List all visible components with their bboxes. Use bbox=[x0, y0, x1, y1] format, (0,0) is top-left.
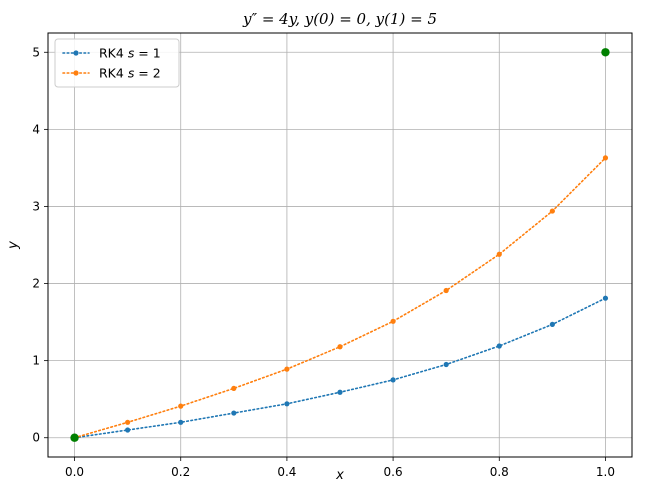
data-point bbox=[125, 427, 131, 433]
data-point bbox=[390, 318, 396, 324]
data-point bbox=[390, 377, 396, 383]
legend-label: RK4 s = 2 bbox=[99, 66, 161, 81]
y-tick-label: 0 bbox=[32, 431, 40, 445]
data-point bbox=[496, 343, 502, 349]
x-tick-label: 1.0 bbox=[596, 465, 615, 479]
data-point bbox=[496, 251, 502, 257]
series-1 bbox=[71, 295, 609, 441]
data-point bbox=[602, 155, 609, 161]
y-tick-label: 2 bbox=[32, 277, 40, 291]
y-tick-label: 4 bbox=[32, 122, 40, 136]
plot-frame bbox=[47, 32, 633, 458]
boundary-points bbox=[70, 48, 610, 442]
x-tick-label: 0.6 bbox=[384, 465, 403, 479]
chart-title: y″ = 4y, y(0) = 0, y(1) = 5 bbox=[242, 10, 437, 28]
x-tick-label: 0.2 bbox=[171, 465, 190, 479]
boundary-point bbox=[601, 48, 610, 57]
legend-label: RK4 s = 1 bbox=[99, 46, 161, 61]
data-point bbox=[337, 344, 343, 350]
legend: RK4 s = 1 RK4 s = 2 bbox=[54, 38, 180, 88]
data-point bbox=[443, 361, 449, 368]
x-tick-label: 0.0 bbox=[65, 465, 84, 479]
y-tick-label: 3 bbox=[32, 199, 40, 213]
data-point bbox=[284, 401, 290, 407]
data-point bbox=[549, 321, 555, 328]
x-tick-label: 0.8 bbox=[490, 465, 509, 479]
legend-item: RK4 s = 2 bbox=[62, 66, 161, 81]
legend-swatch-marker bbox=[73, 70, 79, 76]
y-tick-label: 1 bbox=[32, 354, 40, 368]
data-point bbox=[443, 287, 449, 294]
legend-swatch-marker bbox=[73, 50, 79, 56]
data-point bbox=[284, 366, 290, 372]
plot-series bbox=[71, 155, 609, 441]
data-point bbox=[337, 389, 343, 395]
x-axis-label: x bbox=[335, 468, 344, 483]
data-point bbox=[231, 385, 237, 391]
data-point bbox=[602, 295, 609, 301]
series-line bbox=[73, 157, 607, 439]
boundary-point bbox=[70, 433, 79, 442]
legend-item: RK4 s = 1 bbox=[62, 46, 161, 61]
data-point bbox=[178, 403, 184, 409]
series-line bbox=[73, 297, 607, 439]
data-point bbox=[125, 419, 131, 425]
axis-ticks: 0.0 0.2 0.4 0.6 0.8 1.0 0 1 2 3 4 5 bbox=[32, 45, 615, 479]
x-tick-label: 0.4 bbox=[277, 465, 296, 479]
series-2 bbox=[71, 155, 609, 441]
data-point bbox=[231, 410, 237, 416]
legend-box bbox=[54, 38, 180, 88]
data-point bbox=[178, 419, 184, 425]
data-point bbox=[549, 208, 555, 214]
y-tick-label: 5 bbox=[32, 45, 40, 59]
y-axis-label: y bbox=[6, 241, 21, 250]
